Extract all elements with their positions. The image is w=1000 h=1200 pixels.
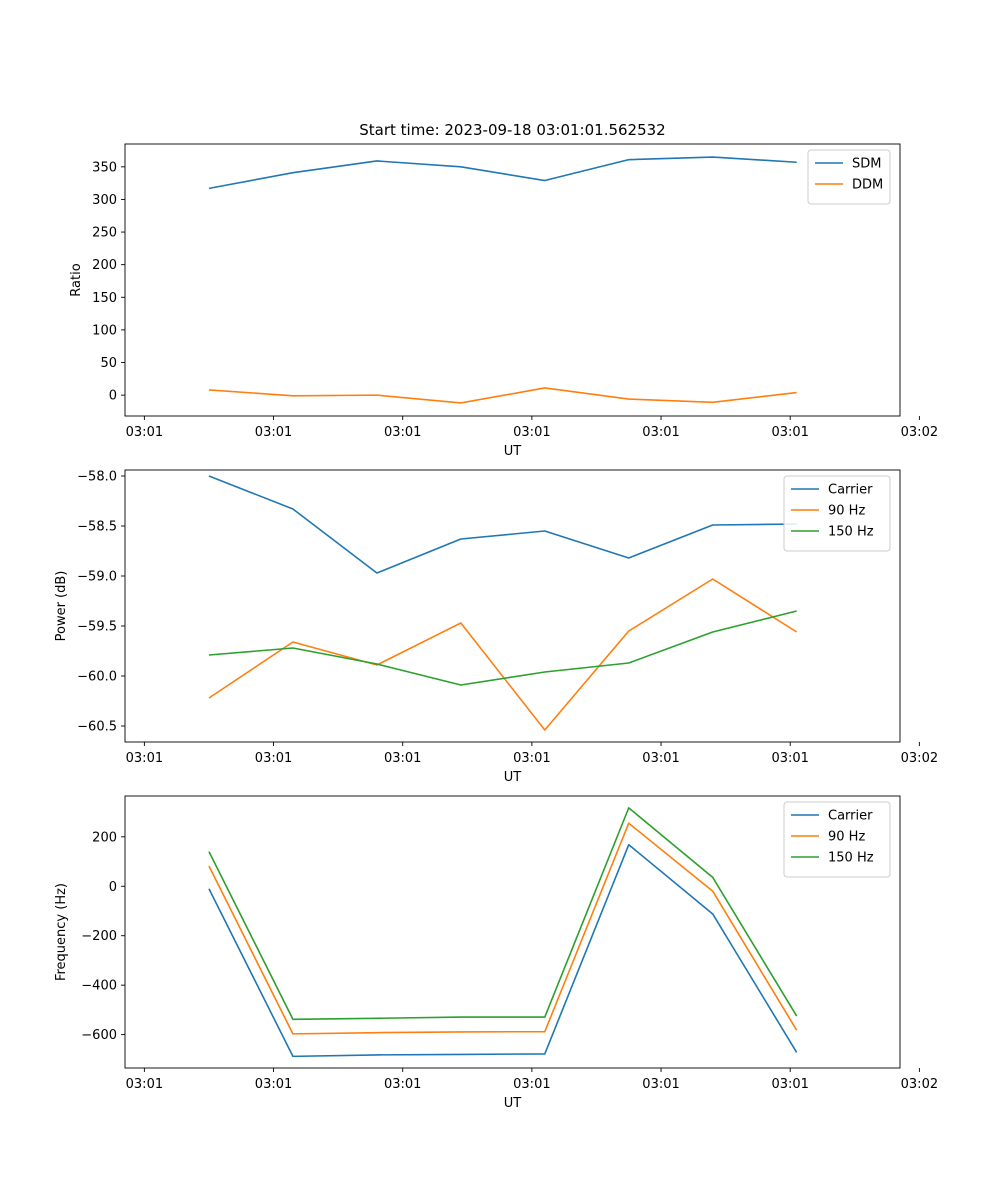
plot-frame — [124, 469, 901, 743]
legend-label: 90 Hz — [828, 504, 865, 519]
y-tick-label: 50 — [100, 356, 117, 371]
x-tick-label: 03:01 — [513, 425, 550, 440]
y-axis-label: Ratio — [69, 263, 84, 296]
x-tick-label: 03:01 — [642, 425, 679, 440]
y-tick-label: 0 — [109, 880, 117, 895]
figure-title: Start time: 2023-09-18 03:01:01.562532 — [359, 121, 665, 139]
legend: Carrier 90 Hz 150 Hz — [783, 801, 891, 878]
series-line-carrier — [208, 843, 798, 1058]
series-line-ddm — [208, 387, 797, 404]
y-tick-label: 300 — [92, 193, 117, 208]
legend-label: SDM — [852, 157, 881, 172]
x-axis-label: UT — [504, 1096, 522, 1111]
legend-label: 90 Hz — [828, 830, 865, 845]
y-tick-label: 0 — [109, 389, 117, 404]
y-tick-label: −59.0 — [77, 570, 117, 585]
y-tick-label: 350 — [92, 160, 117, 175]
series-line-90-hz — [208, 822, 798, 1035]
x-tick-label: 03:01 — [255, 751, 292, 766]
series-line-carrier — [208, 475, 797, 574]
y-tick-label: 200 — [92, 830, 117, 845]
y-tick-label: 200 — [92, 258, 117, 273]
series-line-150-hz — [208, 807, 798, 1021]
y-tick-label: −200 — [81, 929, 117, 944]
x-tick-label: 03:01 — [384, 425, 421, 440]
x-tick-label: 03:02 — [901, 1077, 938, 1092]
y-tick-label: 150 — [92, 291, 117, 306]
legend: SDM DDM — [807, 149, 891, 205]
x-tick-label: 03:01 — [771, 751, 808, 766]
y-tick-label: −58.5 — [77, 520, 117, 535]
subplot-1: 03:01 03:01 03:01 03:01 03:01 03:01 03:02 0 50 10… — [69, 143, 938, 459]
series-line-150-hz — [208, 610, 797, 686]
legend-label: Carrier — [828, 483, 873, 498]
legend-box — [783, 801, 891, 878]
x-tick-label: 03:01 — [384, 751, 421, 766]
x-tick-label: 03:01 — [513, 751, 550, 766]
legend-label: 150 Hz — [828, 525, 874, 540]
y-tick-label: −60.0 — [77, 670, 117, 685]
y-axis-label: Frequency (Hz) — [54, 883, 69, 981]
legend-label: DDM — [852, 178, 883, 193]
legend-label: Carrier — [828, 809, 873, 824]
series-line-90-hz — [208, 578, 798, 731]
legend-box — [783, 475, 891, 552]
y-axis-label: Power (dB) — [54, 571, 69, 642]
x-tick-label: 03:01 — [255, 425, 292, 440]
x-tick-label: 03:01 — [126, 1077, 163, 1092]
subplot-2: 03:01 03:01 03:01 03:01 03:01 03:01 03:02 −58.0… — [54, 470, 938, 786]
y-tick-label: −58.0 — [77, 470, 117, 485]
series-line-sdm — [208, 156, 797, 190]
y-tick-label: 250 — [92, 226, 117, 241]
x-tick-label: 03:01 — [771, 425, 808, 440]
x-axis-label: UT — [504, 770, 522, 785]
y-tick-label: 100 — [92, 323, 117, 338]
x-tick-label: 03:01 — [126, 751, 163, 766]
y-tick-label: −600 — [81, 1028, 117, 1043]
y-tick-label: −60.5 — [77, 720, 117, 735]
subplots: 03:01 03:01 03:01 03:01 03:01 03:01 03:02 0 50 10… — [54, 143, 938, 1111]
legend: Carrier 90 Hz 150 Hz — [783, 475, 891, 552]
x-tick-label: 03:02 — [901, 751, 938, 766]
legend-label: 150 Hz — [828, 851, 874, 866]
x-tick-label: 03:01 — [642, 1077, 679, 1092]
plot-frame — [124, 795, 901, 1069]
x-axis-label: UT — [504, 444, 522, 459]
x-tick-label: 03:01 — [255, 1077, 292, 1092]
x-tick-label: 03:01 — [384, 1077, 421, 1092]
x-tick-label: 03:01 — [126, 425, 163, 440]
x-tick-label: 03:01 — [513, 1077, 550, 1092]
x-tick-label: 03:02 — [901, 425, 938, 440]
x-tick-label: 03:01 — [642, 751, 679, 766]
x-tick-label: 03:01 — [771, 1077, 808, 1092]
y-tick-label: −59.5 — [77, 620, 117, 635]
y-tick-label: −400 — [81, 979, 117, 994]
plot-frame — [124, 143, 901, 417]
subplot-3: 03:01 03:01 03:01 03:01 03:01 03:01 03:02 200 0 −… — [54, 795, 938, 1111]
